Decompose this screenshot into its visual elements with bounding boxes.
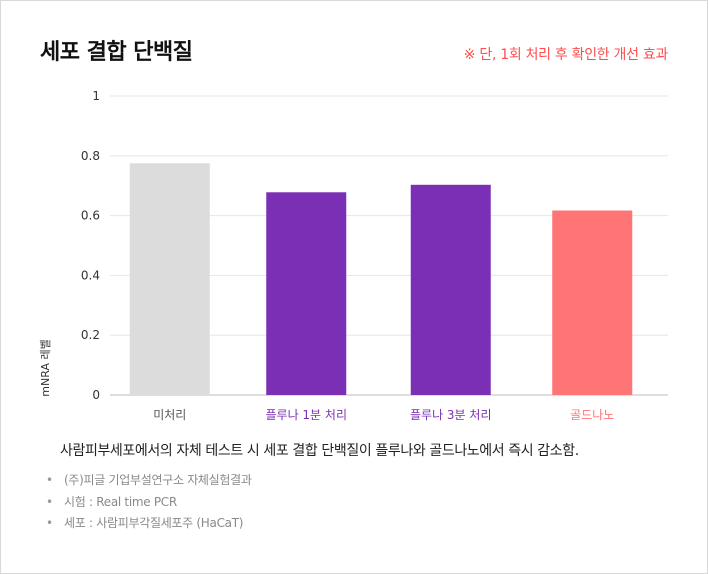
y-tick-label: 0.4 (81, 268, 100, 282)
chart-summary: 사람피부세포에서의 자체 테스트 시 세포 결합 단백질이 플루나와 골드나노에… (60, 443, 579, 459)
x-tick-label: 미처리 (153, 408, 186, 422)
bar (266, 192, 347, 395)
bar (552, 210, 633, 395)
footnote-text: 시험 : Real time PCR (64, 494, 177, 509)
y-axis-label: mNRA 레벨 (39, 339, 52, 396)
y-tick-label: 0.8 (81, 149, 100, 163)
footnote-item: • 세포 : 사람피부각질세포주 (HaCaT) (46, 515, 252, 537)
bullet-icon: • (46, 473, 53, 487)
x-tick-label: 플루나 3분 처리 (410, 408, 492, 422)
x-tick-label: 골드나노 (570, 408, 614, 422)
bar (410, 184, 491, 395)
y-tick-label: 0 (92, 388, 100, 402)
chart-title: 세포 결합 단백질 (40, 40, 193, 65)
footnote-text: (주)피글 기업부설연구소 자체실험결과 (64, 473, 252, 487)
y-tick-label: 1 (92, 89, 100, 103)
bar (129, 163, 210, 395)
y-tick-label: 0.6 (81, 209, 100, 223)
footnote-item: • (주)피글 기업부설연구소 자체실험결과 (46, 472, 252, 494)
y-tick-label: 0.2 (81, 328, 100, 342)
x-tick-label: 플루나 1분 처리 (265, 408, 347, 422)
chart-note: ※ 단, 1회 처리 후 확인한 개선 효과 (463, 47, 669, 63)
bullet-icon: • (46, 516, 53, 530)
footnote-item: • 시험 : Real time PCR (46, 494, 252, 516)
footnote-text: 세포 : 사람피부각질세포주 (HaCaT) (64, 516, 244, 530)
footnote-list: • (주)피글 기업부설연구소 자체실험결과 • 시험 : Real time PC… (46, 472, 252, 537)
bullet-icon: • (46, 494, 53, 509)
